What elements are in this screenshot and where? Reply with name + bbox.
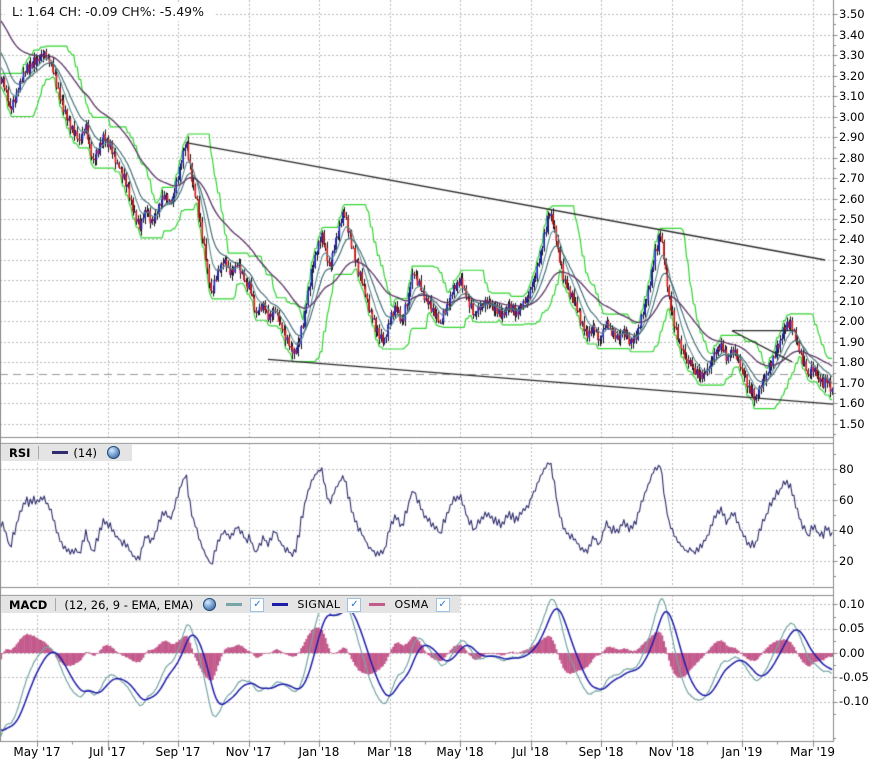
y-axis-label: 1.90 [839,334,865,349]
price-status-overlay: L: 1.64 CH: -0.09 CH%: -5.49% [5,3,214,21]
y-axis-label: 3.50 [839,7,865,21]
y-axis-label: 0.10 [839,596,865,611]
signal-checkbox-checked-icon[interactable]: ✓ [347,597,362,612]
y-axis-label: 3.40 [839,27,865,42]
y-axis-label: 3.10 [839,89,865,103]
y-axis-label: 2.70 [839,171,865,185]
y-axis-label: 0.05 [839,621,865,636]
y-axis-label: 1.70 [839,375,865,390]
macd-title: MACD [9,597,48,612]
y-axis-label: 2.80 [839,150,865,165]
y-axis-label: 2.40 [839,232,865,247]
y-axis-label: 2.30 [839,252,865,267]
y-axis-label: -0.05 [839,669,869,684]
y-axis-label: 1.80 [839,355,865,370]
x-axis-label: Nov '18 [648,745,695,759]
x-axis-label: Mar '19 [789,745,836,759]
x-axis-label: May '17 [13,745,61,759]
macd-params-label: (12, 26, 9 - EMA, EMA) [64,597,194,612]
y-axis-label: 60 [839,492,854,507]
y-axis-label: 2.60 [839,191,865,206]
y-axis-label: 2.50 [839,212,865,226]
x-axis-label: Mar '18 [366,745,413,759]
signal-label: SIGNAL [297,598,341,611]
settings-globe-icon[interactable] [107,446,121,459]
rsi-title: RSI [9,445,31,460]
divider [55,598,57,611]
rsi-period-label: (14) [73,445,98,460]
x-axis-label: Jul '18 [512,745,549,759]
y-axis-label: 2.20 [839,273,865,288]
macd-header: MACD (12, 26, 9 - EMA, EMA) ✓ SIGNAL ✓ O… [1,596,460,613]
y-axis-label: 3.00 [839,109,865,124]
y-axis-label: 80 [839,462,854,476]
y-axis-label: 1.50 [839,416,865,431]
y-axis-label: 1.60 [839,396,865,411]
y-axis-label: 3.30 [839,48,865,62]
osma-line-sample [369,603,386,606]
settings-globe-icon[interactable] [203,598,217,611]
y-axis-label: 3.20 [839,68,865,83]
y-axis-label: 20 [839,553,854,568]
osma-label: OSMA [394,598,429,611]
x-axis-label: Sep '18 [578,745,624,759]
y-axis-label: -0.10 [839,694,869,709]
x-axis-label: Sep '17 [155,745,201,759]
x-axis-label: Jan '18 [298,745,340,759]
y-axis-label: 2.10 [839,293,865,308]
signal-line-sample [272,603,289,606]
y-axis-label: 0.00 [839,645,865,660]
y-axis-label: 2.00 [839,314,865,329]
y-axis-label: 2.90 [839,130,865,144]
x-axis-label: May '18 [436,745,484,759]
y-axis-label: 40 [839,523,854,537]
x-axis-label: Nov '17 [225,745,272,759]
macd-line-sample [226,603,243,606]
x-axis-label: Jul '17 [89,745,126,759]
osma-checkbox-checked-icon[interactable]: ✓ [435,597,450,612]
macd-checkbox-checked-icon[interactable]: ✓ [250,597,265,612]
rsi-header: RSI (14) [1,444,133,461]
x-axis-label: Jan '19 [721,745,763,759]
rsi-line-sample [52,451,69,454]
divider [38,446,40,459]
